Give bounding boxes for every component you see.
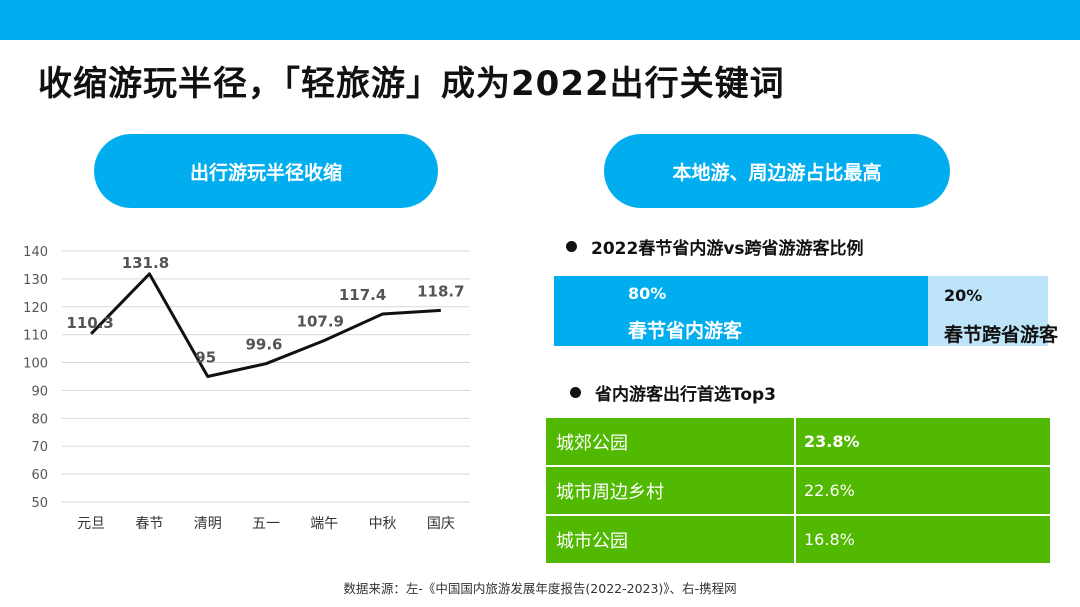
top3-table: 城郊公园 23.8% 城市周边乡村 22.6% 城市公园 16.8% xyxy=(546,418,1050,565)
table-row: 城市公园 16.8% xyxy=(546,516,1050,563)
top-accent-bar xyxy=(0,0,1080,40)
table-cell-name: 城郊公园 xyxy=(546,418,796,465)
chart-grid xyxy=(62,250,470,503)
in-province-label: 春节省内游客 xyxy=(628,320,743,342)
ratio-segment-in-province: 80% 春节省内游客 xyxy=(554,276,928,346)
table-cell-value: 16.8% xyxy=(796,516,1050,563)
data-source-note: 数据来源：左-《中国国内旅游发展年度报告(2022-2023)》、右-携程网 xyxy=(343,581,737,596)
table-cell-name: 城市公园 xyxy=(546,516,796,563)
x-category-label: 端午 xyxy=(310,516,338,532)
ratio-heading-text: 2022春节省内游vs跨省游游客比例 xyxy=(591,239,864,259)
y-tick-label: 50 xyxy=(31,496,48,511)
data-label: 131.8 xyxy=(122,254,169,272)
y-tick-label: 110 xyxy=(23,329,48,344)
y-tick-label: 80 xyxy=(31,412,48,427)
table-cell-value: 23.8% xyxy=(796,418,1050,465)
top3-heading: 省内游客出行首选Top3 xyxy=(570,380,776,405)
data-label: 118.7 xyxy=(417,282,464,300)
bullet-dot xyxy=(566,241,577,252)
y-tick-label: 60 xyxy=(31,468,48,483)
left-section-header: 出行游玩半径收缩 xyxy=(94,134,438,208)
ratio-heading: 2022春节省内游vs跨省游游客比例 xyxy=(566,234,864,259)
data-label: 95 xyxy=(195,349,216,367)
in-province-percent: 80% xyxy=(628,284,667,303)
data-label: 117.4 xyxy=(339,286,386,304)
table-cell-name: 城市周边乡村 xyxy=(546,467,796,514)
cross-province-label: 春节跨省游客 xyxy=(944,324,1059,346)
x-category-label: 五一 xyxy=(252,516,280,532)
line-chart: 140 130 120 110 100 90 80 70 60 50 110.3 131.8 95 99… xyxy=(23,245,470,532)
series-line xyxy=(90,272,441,378)
data-label: 99.6 xyxy=(245,336,282,354)
x-category-label: 中秋 xyxy=(369,516,397,532)
y-tick-label: 90 xyxy=(31,384,48,399)
x-axis-categories: 元旦 春节 清明 五一 端午 中秋 国庆 xyxy=(77,516,455,532)
chart-series xyxy=(90,272,441,378)
x-category-label: 元旦 xyxy=(77,516,105,532)
y-axis-ticks: 140 130 120 110 100 90 80 70 60 50 xyxy=(23,245,48,511)
ratio-segment-cross-province: 20% 春节跨省游客 xyxy=(928,276,1058,346)
cross-province-percent: 20% xyxy=(944,286,983,305)
y-tick-label: 100 xyxy=(23,357,48,372)
right-section-header: 本地游、周边游占比最高 xyxy=(604,134,950,208)
y-tick-label: 140 xyxy=(23,245,48,260)
table-row: 城市周边乡村 22.6% xyxy=(546,467,1050,514)
x-category-label: 清明 xyxy=(194,516,222,532)
y-tick-label: 120 xyxy=(23,301,48,316)
data-label: 107.9 xyxy=(297,313,344,331)
page-title: 收缩游玩半径，「轻旅游」成为2022出行关键词 xyxy=(38,64,785,104)
table-row: 城郊公园 23.8% xyxy=(546,418,1050,465)
x-category-label: 春节 xyxy=(135,516,163,532)
data-label: 110.3 xyxy=(66,314,113,332)
x-category-label: 国庆 xyxy=(427,516,455,532)
table-cell-value: 22.6% xyxy=(796,467,1050,514)
top3-heading-text: 省内游客出行首选Top3 xyxy=(595,385,777,405)
y-tick-label: 130 xyxy=(23,273,48,288)
chart-data-labels: 110.3 131.8 95 99.6 107.9 117.4 118.7 xyxy=(66,254,464,367)
bullet-dot xyxy=(570,387,581,398)
ratio-bar: 80% 春节省内游客 20% 春节跨省游客 xyxy=(554,276,1058,346)
y-tick-label: 70 xyxy=(31,440,48,455)
